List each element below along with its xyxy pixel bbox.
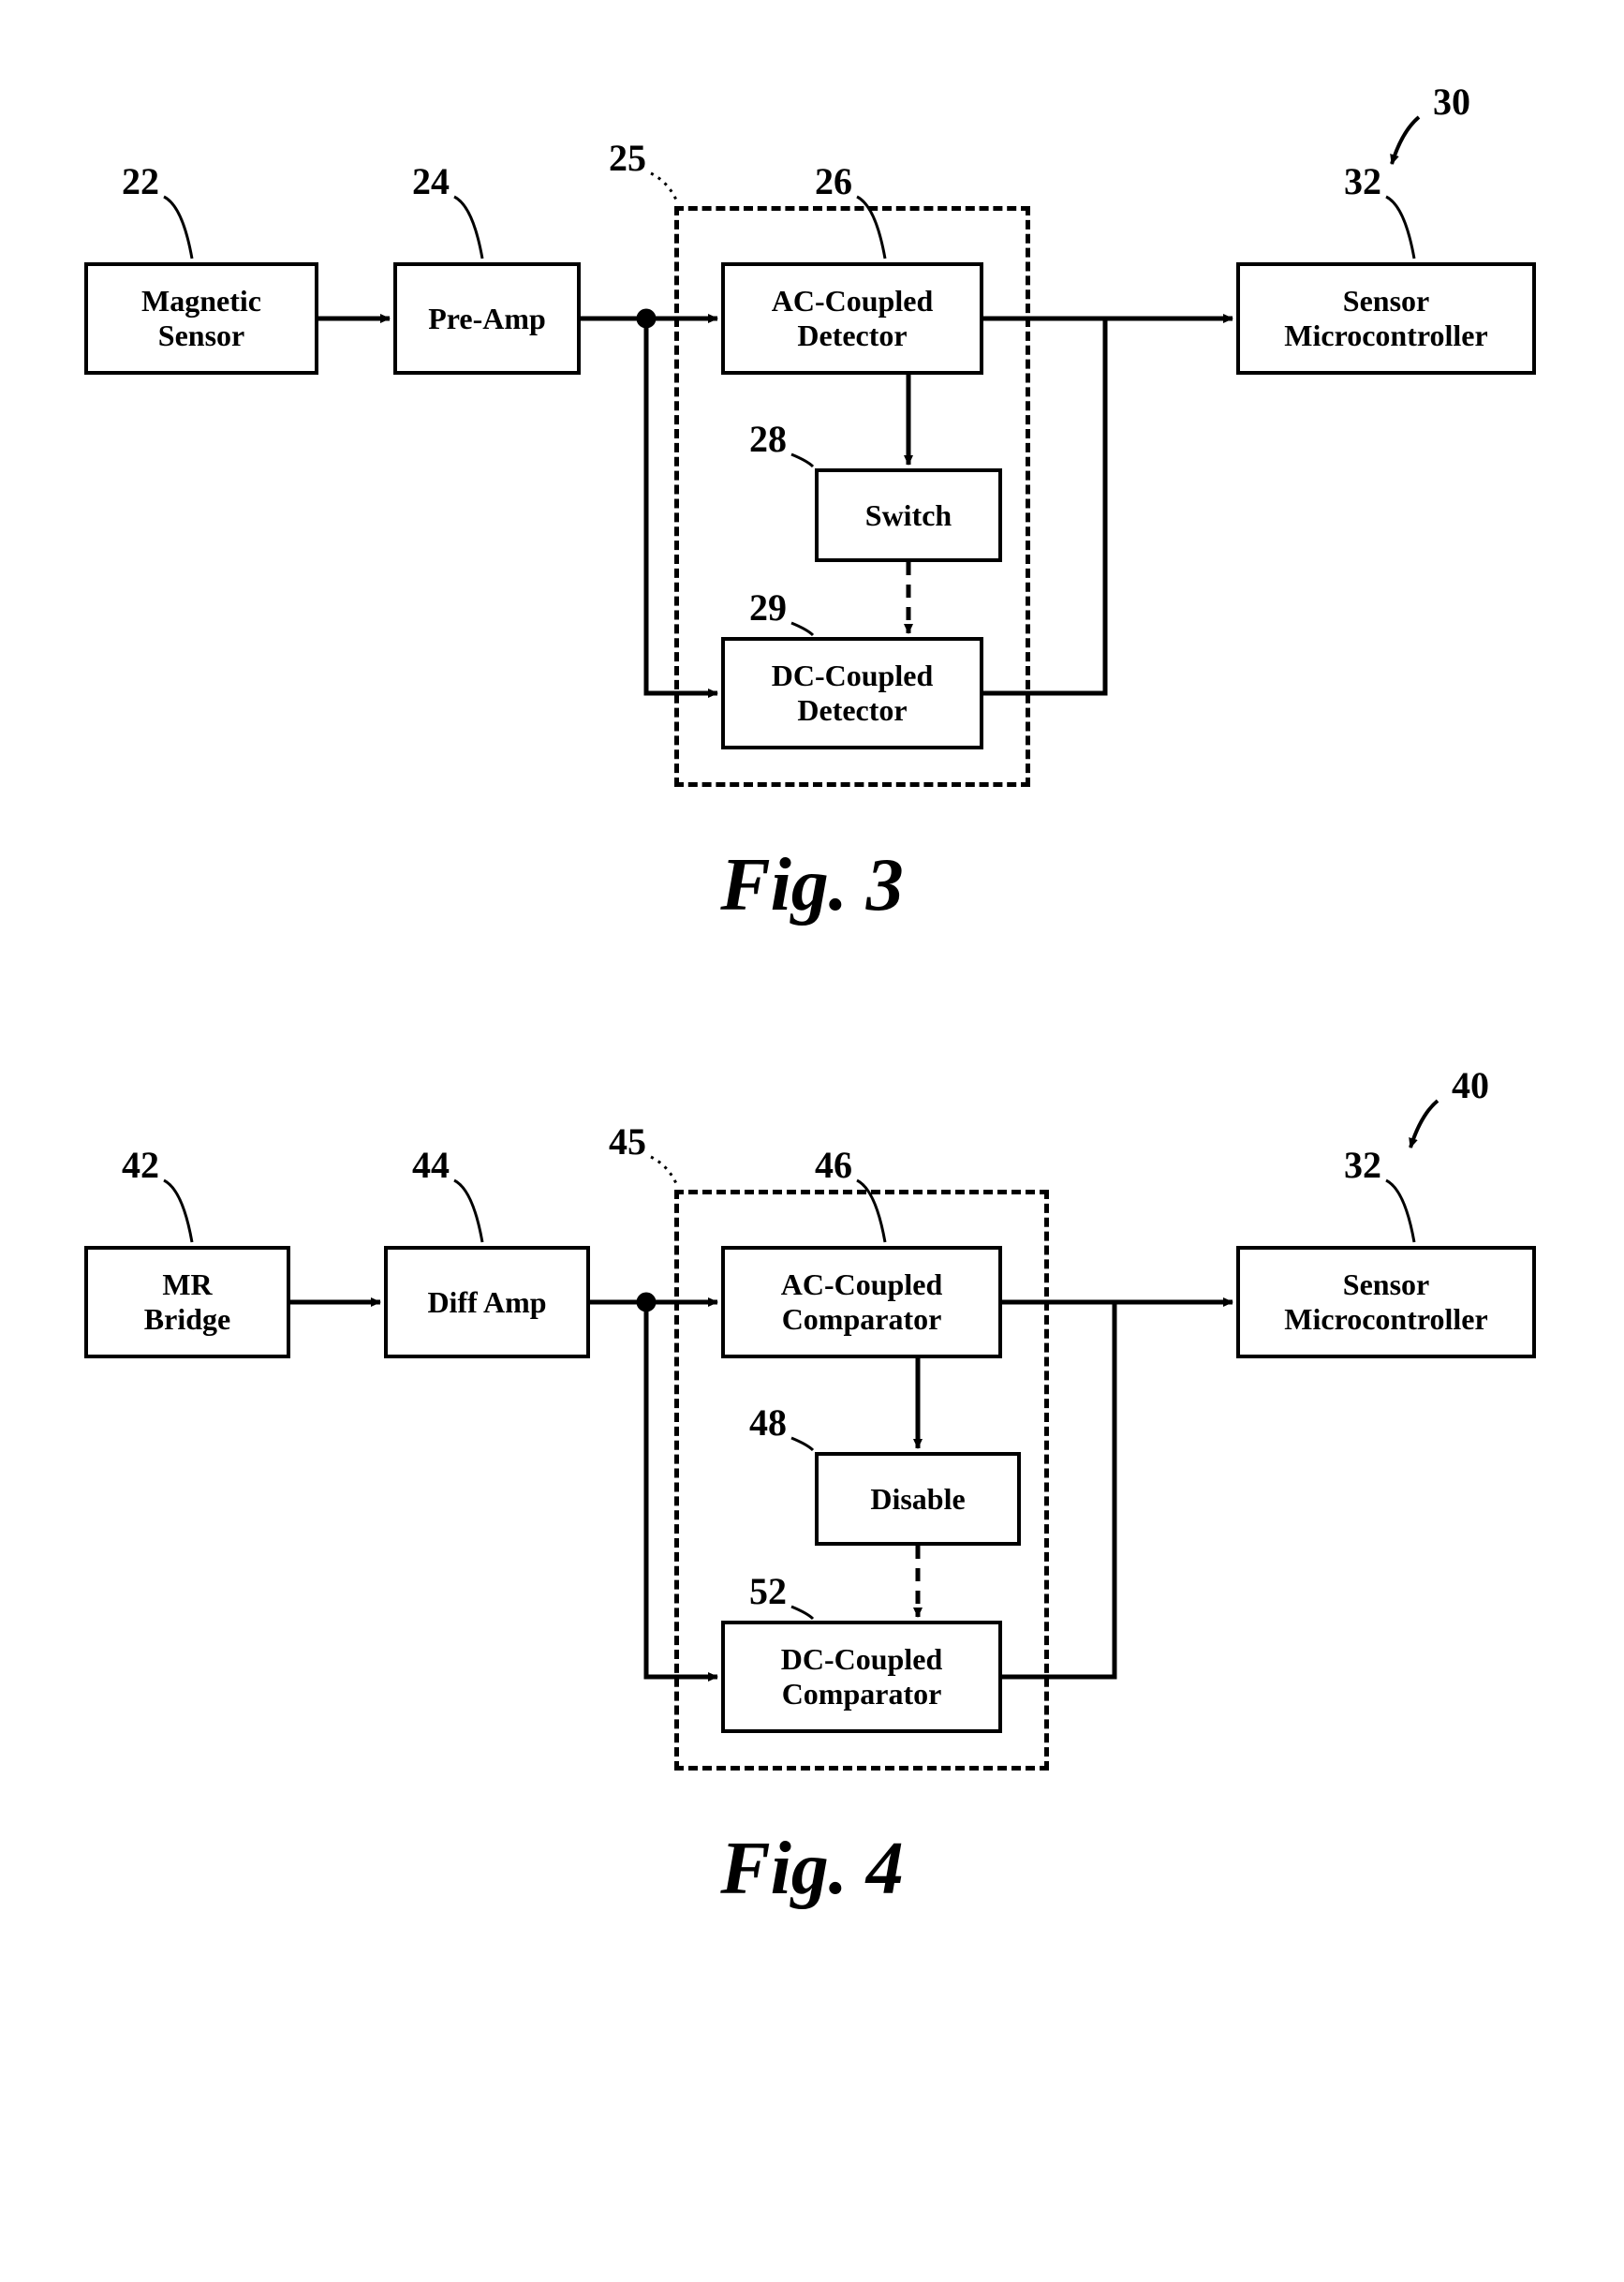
block-label: DC-CoupledDetector (772, 659, 933, 728)
block-label: AC-CoupledDetector (772, 284, 933, 353)
preamp-block: Pre-Amp (393, 262, 581, 375)
ref-22: 22 (122, 159, 159, 203)
ref-42: 42 (122, 1143, 159, 1187)
ref-29: 29 (749, 585, 787, 630)
diffamp-block: Diff Amp (384, 1246, 590, 1358)
block-label: MRBridge (144, 1267, 230, 1337)
block-label: SensorMicrocontroller (1284, 1267, 1487, 1337)
mr-bridge-block: MRBridge (84, 1246, 290, 1358)
block-label: Pre-Amp (428, 302, 546, 336)
ref-30: 30 (1433, 80, 1470, 124)
microcontroller-block: SensorMicrocontroller (1236, 1246, 1536, 1358)
ref-40: 40 (1452, 1063, 1489, 1107)
switch-block: Switch (815, 468, 1002, 562)
ref-25: 25 (609, 136, 646, 180)
ref-26: 26 (815, 159, 852, 203)
block-label: SensorMicrocontroller (1284, 284, 1487, 353)
dc-comparator-block: DC-CoupledComparator (721, 1621, 1002, 1733)
fig3-caption: Fig. 3 (0, 843, 1624, 928)
ref-44: 44 (412, 1143, 450, 1187)
figure-3: MagneticSensor Pre-Amp AC-CoupledDetecto… (0, 37, 1624, 1021)
block-label: AC-CoupledComparator (781, 1267, 942, 1337)
block-label: Disable (870, 1482, 965, 1517)
disable-block: Disable (815, 1452, 1021, 1546)
fig4-caption: Fig. 4 (0, 1827, 1624, 1912)
microcontroller-block: SensorMicrocontroller (1236, 262, 1536, 375)
ac-detector-block: AC-CoupledDetector (721, 262, 983, 375)
ref-52: 52 (749, 1569, 787, 1613)
ref-48: 48 (749, 1400, 787, 1445)
ref-46: 46 (815, 1143, 852, 1187)
block-label: MagneticSensor (141, 284, 261, 353)
ref-24: 24 (412, 159, 450, 203)
magnetic-sensor-block: MagneticSensor (84, 262, 318, 375)
ref-32: 32 (1344, 159, 1381, 203)
block-label: Switch (865, 498, 952, 533)
ref-28: 28 (749, 417, 787, 461)
dc-detector-block: DC-CoupledDetector (721, 637, 983, 749)
block-label: Diff Amp (427, 1285, 546, 1320)
block-label: DC-CoupledComparator (781, 1642, 942, 1712)
ref-32: 32 (1344, 1143, 1381, 1187)
ac-comparator-block: AC-CoupledComparator (721, 1246, 1002, 1358)
figure-4: MRBridge Diff Amp AC-CoupledComparator D… (0, 1021, 1624, 2005)
ref-45: 45 (609, 1119, 646, 1163)
